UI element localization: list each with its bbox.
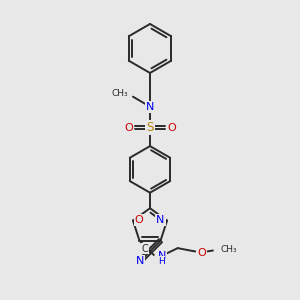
Text: C: C (142, 244, 148, 254)
Text: S: S (146, 121, 154, 134)
Text: O: O (135, 215, 143, 225)
Text: N: N (156, 215, 165, 225)
Text: O: O (124, 123, 133, 133)
Text: N: N (158, 251, 166, 262)
Text: O: O (167, 123, 176, 133)
Text: N: N (146, 102, 154, 112)
Text: N: N (135, 256, 144, 266)
Text: CH₃: CH₃ (220, 245, 237, 254)
Text: O: O (197, 248, 206, 258)
Text: CH₃: CH₃ (112, 89, 128, 98)
Text: H: H (158, 257, 164, 266)
